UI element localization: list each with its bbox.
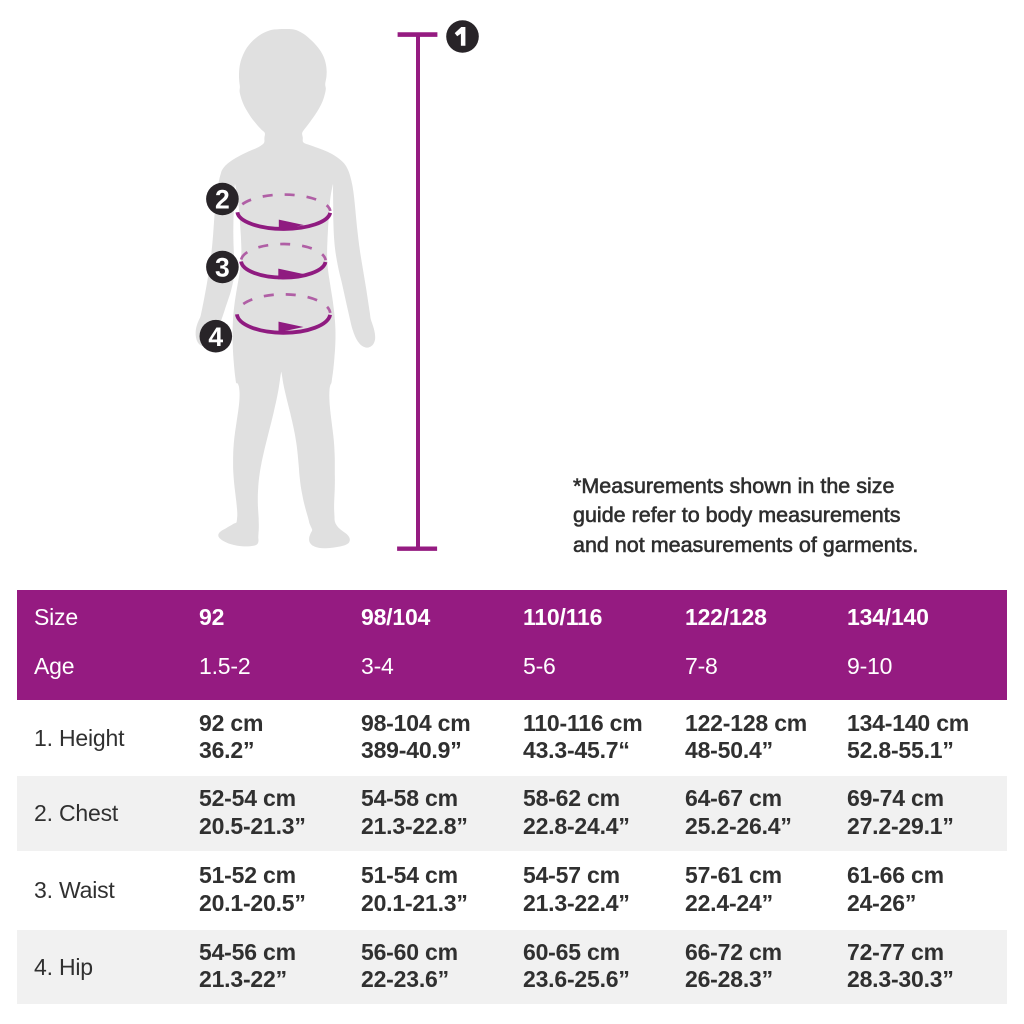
svg-text:3: 3 (215, 253, 230, 283)
svg-text:2: 2 (215, 185, 230, 215)
svg-text:4: 4 (208, 322, 223, 352)
